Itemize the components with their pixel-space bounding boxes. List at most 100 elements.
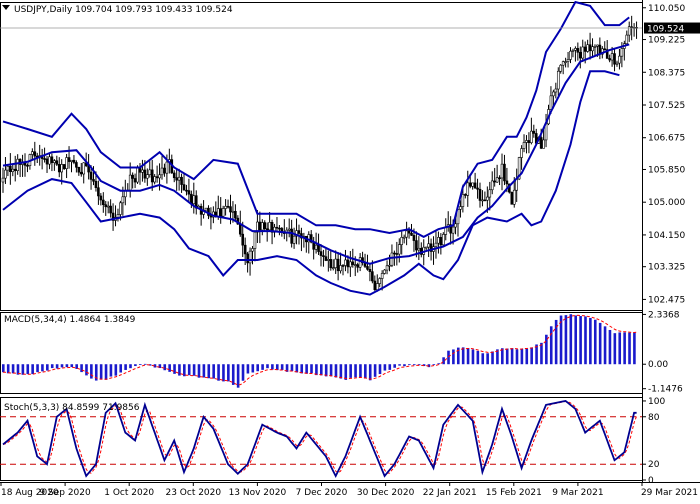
macd-bar <box>153 364 157 368</box>
macd-bar <box>60 364 64 368</box>
macd-bar <box>623 332 626 365</box>
macd-bar <box>192 364 196 376</box>
candle-body <box>190 193 193 204</box>
price-tick-label: 110.050 <box>648 4 685 14</box>
candle-body <box>334 258 337 268</box>
candle-body <box>388 264 391 267</box>
macd-bar <box>236 364 240 388</box>
candle-body <box>620 48 624 57</box>
candle-body <box>339 265 342 272</box>
candle-body <box>554 88 558 93</box>
candle-body <box>552 91 555 97</box>
candle-body <box>449 224 452 234</box>
candle-body <box>295 230 298 237</box>
time-tick-label: 18 Aug 2020 <box>1 488 59 498</box>
candle-body <box>221 208 225 217</box>
macd-tick-label: 0.00 <box>648 360 668 370</box>
macd-bar <box>466 347 470 365</box>
macd-bar <box>452 349 455 365</box>
candle-body <box>542 139 545 149</box>
candle-body <box>172 172 176 179</box>
candle-body <box>111 212 115 221</box>
candle-body <box>287 228 291 231</box>
candle-body <box>165 161 169 174</box>
candle-body <box>578 51 582 59</box>
candle-body <box>1 177 5 183</box>
macd-bar <box>65 364 69 368</box>
candle-body <box>610 53 614 61</box>
candle-body <box>327 259 330 261</box>
candle-body <box>248 250 252 264</box>
candle-body <box>146 174 149 179</box>
candle-body <box>625 34 629 44</box>
candle-body <box>292 235 296 244</box>
candle-body <box>290 228 293 244</box>
candle-body <box>522 142 526 149</box>
macd-bar <box>202 364 206 378</box>
candle-body <box>53 160 56 163</box>
candle-body <box>23 162 27 166</box>
macd-bar <box>388 364 392 370</box>
candle-body <box>329 259 333 269</box>
macd-bar <box>148 364 152 366</box>
candle-body <box>583 46 587 52</box>
macd-bar <box>80 364 83 373</box>
candle-body <box>109 205 112 214</box>
candle-body <box>478 188 482 201</box>
macd-bar <box>31 364 34 375</box>
candle-body <box>493 180 496 183</box>
candle-body <box>517 157 521 180</box>
macd-bar <box>129 364 132 369</box>
candle-body <box>331 267 335 269</box>
price-tick-label: 108.375 <box>648 68 685 78</box>
candle-body <box>180 176 183 185</box>
candle-body <box>75 162 78 168</box>
candle-body <box>410 232 413 236</box>
candle-body <box>618 55 621 64</box>
macd-bar <box>217 364 220 381</box>
candle-body <box>256 221 259 233</box>
candle-body <box>92 179 95 182</box>
macd-bar <box>251 364 255 373</box>
price-tick-label: 107.525 <box>648 101 685 111</box>
candle-body <box>556 70 560 90</box>
candle-body <box>60 164 64 173</box>
macd-bar <box>515 349 519 365</box>
candle-body <box>238 223 242 235</box>
candle-body <box>373 280 377 290</box>
macd-bar <box>505 348 509 365</box>
candle-body <box>243 244 247 255</box>
candle-body <box>94 180 98 189</box>
macd-bar <box>16 364 20 375</box>
macd-bar <box>324 364 328 377</box>
candle-body <box>268 222 271 231</box>
time-tick-label: 30 Dec 2020 <box>357 488 415 498</box>
candle-body <box>351 261 355 265</box>
candle-body <box>185 189 188 192</box>
macd-bar <box>393 364 396 368</box>
macd-bar <box>241 364 245 381</box>
candle-body <box>366 266 369 270</box>
candle-body <box>361 257 364 263</box>
time-tick-label: 15 Feb 2021 <box>486 488 542 498</box>
candle-body <box>439 237 443 246</box>
candle-body <box>566 59 570 62</box>
macd-bar <box>510 348 514 365</box>
candle-body <box>319 251 323 256</box>
macd-bar <box>36 364 39 373</box>
macd-bar <box>168 364 171 372</box>
macd-bar <box>618 332 622 365</box>
candle-body <box>344 259 347 266</box>
price-tick-label: 109.225 <box>648 36 685 46</box>
dropdown-triangle-icon[interactable] <box>2 5 10 10</box>
candle-body <box>407 230 411 234</box>
macd-bar <box>143 363 147 365</box>
macd-bar <box>285 364 289 372</box>
candle-body <box>429 243 433 252</box>
macd-bar <box>320 364 323 376</box>
macd-bar <box>471 349 475 365</box>
candle-body <box>358 257 362 268</box>
candle-body <box>104 204 108 208</box>
candle-body <box>561 61 565 66</box>
candle-body <box>405 230 408 238</box>
